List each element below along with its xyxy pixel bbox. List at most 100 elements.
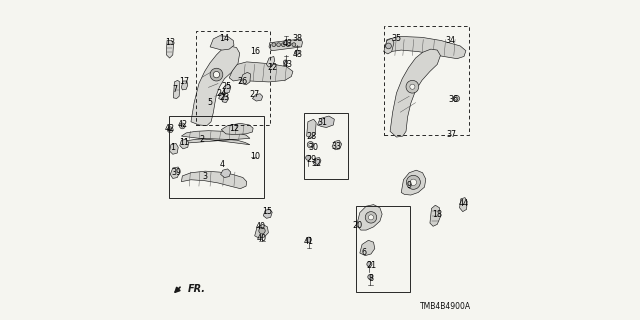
Text: 29: 29: [306, 155, 316, 164]
Polygon shape: [255, 224, 268, 238]
Text: 10: 10: [250, 152, 260, 161]
Circle shape: [365, 212, 377, 223]
Circle shape: [368, 274, 373, 279]
Text: 43: 43: [282, 60, 292, 69]
Polygon shape: [173, 80, 180, 99]
Text: 35: 35: [392, 35, 401, 44]
Text: 17: 17: [180, 77, 189, 86]
Text: 23: 23: [220, 93, 230, 102]
Polygon shape: [430, 205, 440, 226]
Polygon shape: [229, 62, 293, 82]
Text: 37: 37: [446, 130, 456, 139]
Circle shape: [367, 262, 372, 267]
Text: 8: 8: [369, 274, 374, 283]
Text: 1: 1: [170, 143, 175, 152]
Polygon shape: [263, 209, 272, 218]
Circle shape: [292, 43, 296, 47]
Polygon shape: [221, 123, 253, 134]
Polygon shape: [224, 84, 231, 93]
Polygon shape: [360, 240, 375, 256]
Circle shape: [307, 141, 314, 148]
Polygon shape: [266, 56, 275, 67]
Text: 28: 28: [307, 132, 316, 140]
Polygon shape: [269, 39, 303, 51]
Text: 41: 41: [304, 237, 314, 246]
Circle shape: [410, 84, 415, 89]
Text: 9: 9: [406, 181, 411, 190]
Polygon shape: [222, 96, 228, 103]
Text: 34: 34: [445, 36, 456, 45]
Polygon shape: [210, 36, 234, 50]
Polygon shape: [170, 167, 180, 179]
Bar: [304, 113, 348, 179]
Polygon shape: [356, 204, 382, 230]
Circle shape: [272, 43, 276, 47]
Text: 42: 42: [164, 124, 175, 132]
Polygon shape: [191, 46, 240, 125]
Text: 24: 24: [216, 89, 227, 98]
Text: 36: 36: [449, 95, 459, 104]
Text: 14: 14: [220, 35, 229, 44]
Text: 27: 27: [250, 90, 260, 99]
Text: 31: 31: [317, 118, 328, 127]
Text: 33: 33: [332, 142, 342, 151]
Text: 42: 42: [177, 120, 188, 129]
Circle shape: [286, 43, 290, 47]
Polygon shape: [384, 38, 394, 54]
Text: 18: 18: [432, 210, 442, 219]
Polygon shape: [401, 170, 426, 195]
Circle shape: [306, 155, 311, 160]
Circle shape: [282, 43, 285, 47]
Circle shape: [179, 123, 185, 129]
Polygon shape: [307, 119, 316, 138]
Text: 43: 43: [282, 39, 292, 48]
Polygon shape: [219, 92, 224, 100]
Circle shape: [307, 237, 312, 242]
Text: 32: 32: [312, 159, 322, 168]
Text: 3: 3: [203, 172, 208, 181]
Circle shape: [309, 143, 312, 146]
Text: 6: 6: [362, 248, 367, 257]
Circle shape: [295, 50, 300, 54]
Polygon shape: [332, 140, 342, 150]
Text: 16: 16: [250, 47, 260, 56]
Polygon shape: [252, 94, 262, 101]
Polygon shape: [181, 171, 246, 189]
Text: 43: 43: [292, 50, 303, 59]
Bar: [196, 31, 269, 125]
Circle shape: [210, 68, 223, 81]
Circle shape: [369, 215, 374, 220]
Text: TMB4B4900A: TMB4B4900A: [420, 302, 472, 311]
Bar: [356, 205, 410, 292]
Polygon shape: [240, 72, 250, 85]
Polygon shape: [317, 116, 334, 127]
Polygon shape: [390, 49, 440, 137]
Text: 39: 39: [171, 168, 181, 177]
Polygon shape: [170, 143, 178, 154]
Circle shape: [169, 128, 172, 131]
Text: FR.: FR.: [188, 284, 206, 294]
Polygon shape: [313, 157, 321, 166]
Polygon shape: [460, 197, 467, 212]
Polygon shape: [181, 131, 250, 145]
Polygon shape: [221, 169, 231, 178]
Circle shape: [406, 175, 420, 189]
Circle shape: [276, 43, 280, 47]
Text: 30: 30: [308, 143, 318, 152]
Text: 4: 4: [220, 160, 225, 169]
Text: 44: 44: [459, 198, 469, 207]
Circle shape: [455, 97, 458, 100]
Text: 12: 12: [229, 124, 239, 132]
Circle shape: [168, 127, 173, 132]
Circle shape: [181, 124, 184, 127]
Text: 2: 2: [200, 135, 205, 144]
Circle shape: [410, 179, 417, 186]
Circle shape: [406, 80, 419, 93]
Text: 15: 15: [262, 207, 272, 216]
Text: 38: 38: [292, 34, 303, 43]
Text: 25: 25: [222, 82, 232, 91]
Circle shape: [284, 41, 288, 45]
Circle shape: [259, 228, 265, 234]
Text: 13: 13: [165, 38, 175, 47]
Text: 11: 11: [180, 138, 189, 147]
